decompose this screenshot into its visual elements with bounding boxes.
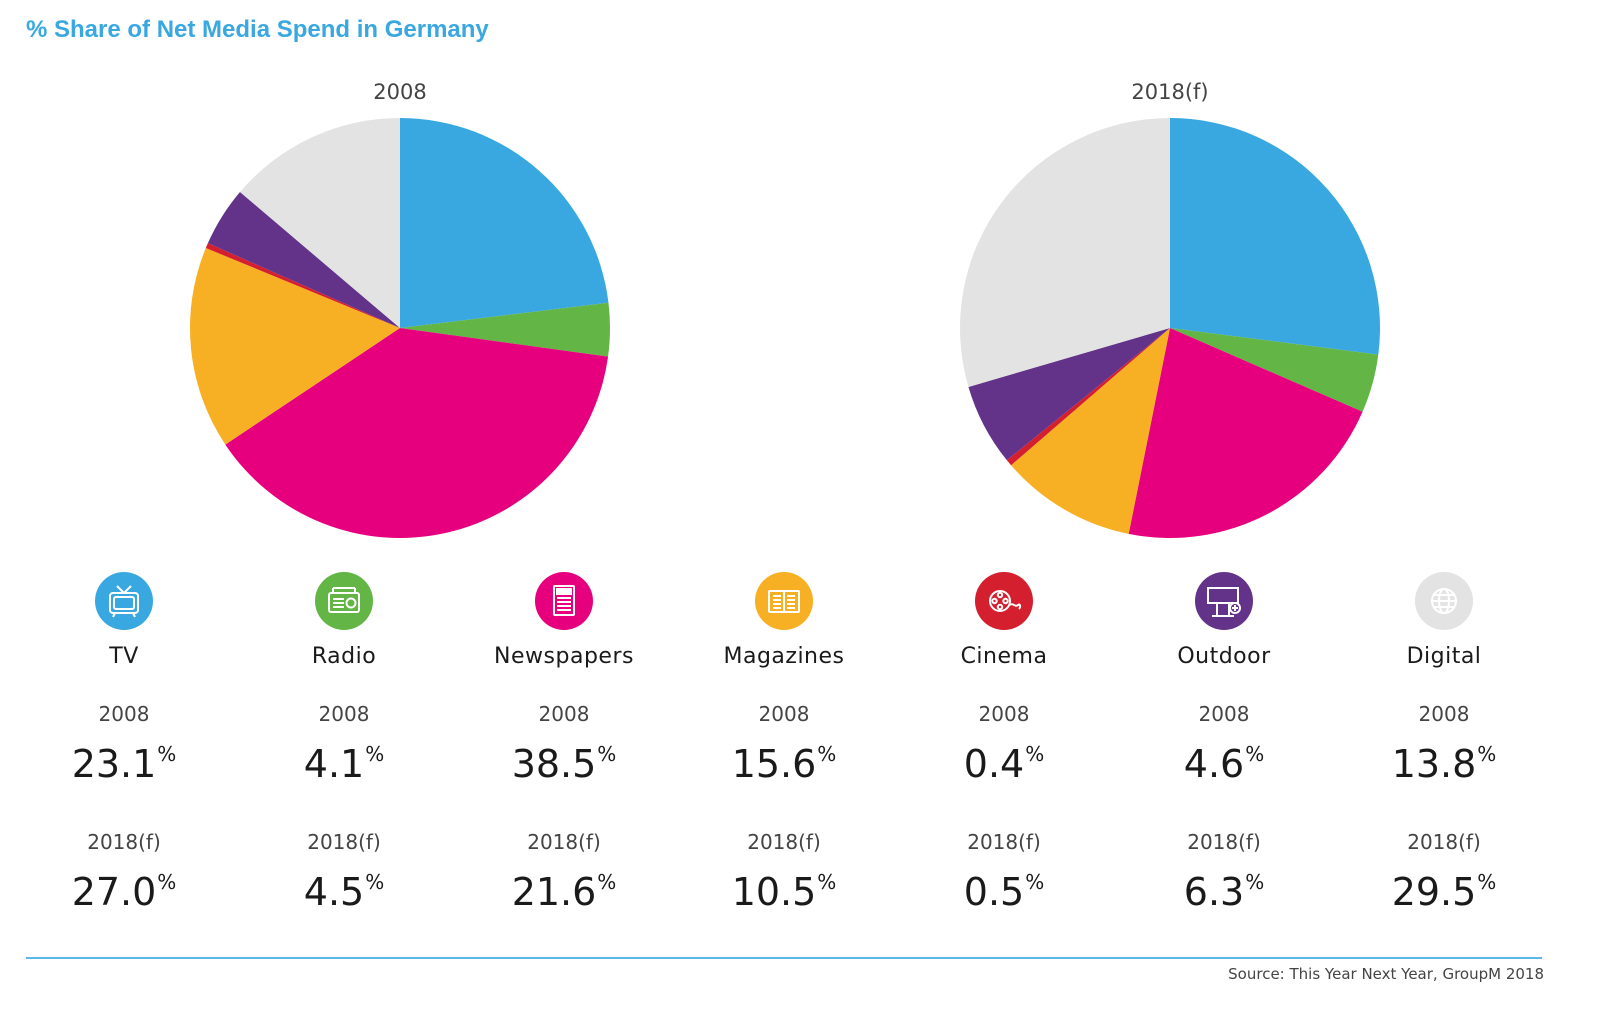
pie-slice-magazines — [190, 248, 400, 445]
year-label: 2018(f) — [87, 830, 161, 854]
source-note: Source: This Year Next Year, GroupM 2018 — [1228, 965, 1544, 983]
pie-slice-cinema — [205, 243, 400, 328]
value-2018: 6.3% — [1183, 870, 1265, 914]
pie-slice-cinema — [1006, 328, 1170, 466]
year-label: 2008 — [1198, 702, 1250, 726]
pie-chart-2008: 2008 — [180, 76, 620, 546]
year-label: 2018(f) — [1187, 830, 1261, 854]
value-2008: 13.8% — [1391, 742, 1497, 786]
year-label: 2008 — [98, 702, 150, 726]
legend-name: Radio — [311, 644, 377, 669]
pie-slice-newspapers — [225, 328, 609, 539]
chart-title: % Share of Net Media Spend in Germany — [26, 16, 489, 43]
value-2008: 4.1% — [303, 742, 385, 786]
pie-slice-digital — [240, 118, 400, 328]
pie-slice-magazines — [1011, 328, 1170, 534]
legend-col-radio: Radio 2008 4.1% 2018(f) 4.5% — [234, 570, 454, 918]
radio-icon — [315, 572, 373, 630]
film-reel-icon — [975, 572, 1033, 630]
pie-slice-tv — [400, 118, 609, 328]
pie-slice-outdoor — [968, 328, 1170, 461]
value-2008: 23.1% — [71, 742, 177, 786]
pie-svg-2018 — [960, 118, 1381, 538]
year-label: 2018(f) — [1407, 830, 1481, 854]
year-label: 2008 — [758, 702, 810, 726]
tv-icon — [95, 572, 153, 630]
legend-name: Outdoor — [1177, 644, 1271, 669]
value-2008: 0.4% — [963, 742, 1045, 786]
legend-name: Magazines — [723, 644, 845, 669]
year-label: 2018(f) — [967, 830, 1041, 854]
year-label: 2018(f) — [527, 830, 601, 854]
legend-col-outdoor: Outdoor 2008 4.6% 2018(f) 6.3% — [1114, 570, 1334, 918]
legend-name: Cinema — [960, 644, 1048, 669]
magazine-icon — [755, 572, 813, 630]
legend-table: TV 2008 23.1% 2018(f) 27.0% Radio 2008 4… — [14, 570, 1554, 950]
value-2008: 4.6% — [1183, 742, 1265, 786]
pie-label-2008: 2008 — [373, 80, 427, 104]
value-2008: 38.5% — [511, 742, 617, 786]
year-label: 2008 — [978, 702, 1030, 726]
value-2018: 0.5% — [963, 870, 1045, 914]
value-2008: 15.6% — [731, 742, 837, 786]
value-2018: 29.5% — [1391, 870, 1497, 914]
legend-name: Digital — [1406, 644, 1482, 669]
pie-slice-tv — [1170, 118, 1381, 355]
year-label: 2018(f) — [747, 830, 821, 854]
billboard-icon — [1195, 572, 1253, 630]
value-2018: 4.5% — [303, 870, 385, 914]
pie-chart-2018: 2018(f) — [950, 76, 1390, 546]
legend-col-magazines: Magazines 2008 15.6% 2018(f) 10.5% — [674, 570, 894, 918]
pie-slice-radio — [400, 302, 611, 357]
pie-slice-newspapers — [1128, 328, 1363, 538]
divider-line — [26, 957, 1542, 959]
pie-svg-2008 — [190, 118, 611, 539]
value-2018: 27.0% — [71, 870, 177, 914]
pie-label-2018: 2018(f) — [1131, 80, 1209, 104]
newspaper-icon — [535, 572, 593, 630]
year-label: 2018(f) — [307, 830, 381, 854]
year-label: 2008 — [318, 702, 370, 726]
pie-slice-radio — [1170, 328, 1379, 412]
legend-col-newspapers: Newspapers 2008 38.5% 2018(f) 21.6% — [454, 570, 674, 918]
year-label: 2008 — [1418, 702, 1470, 726]
legend-name: TV — [109, 644, 139, 669]
legend-col-digital: Digital 2008 13.8% 2018(f) 29.5% — [1334, 570, 1554, 918]
legend-col-tv: TV 2008 23.1% 2018(f) 27.0% — [14, 570, 234, 918]
legend-name: Newspapers — [494, 644, 634, 669]
pie-slice-digital — [960, 118, 1170, 387]
pie-slice-outdoor — [207, 191, 400, 328]
value-2018: 21.6% — [511, 870, 617, 914]
value-2018: 10.5% — [731, 870, 837, 914]
globe-icon — [1415, 572, 1473, 630]
year-label: 2008 — [538, 702, 590, 726]
legend-col-cinema: Cinema 2008 0.4% 2018(f) 0.5% — [894, 570, 1114, 918]
